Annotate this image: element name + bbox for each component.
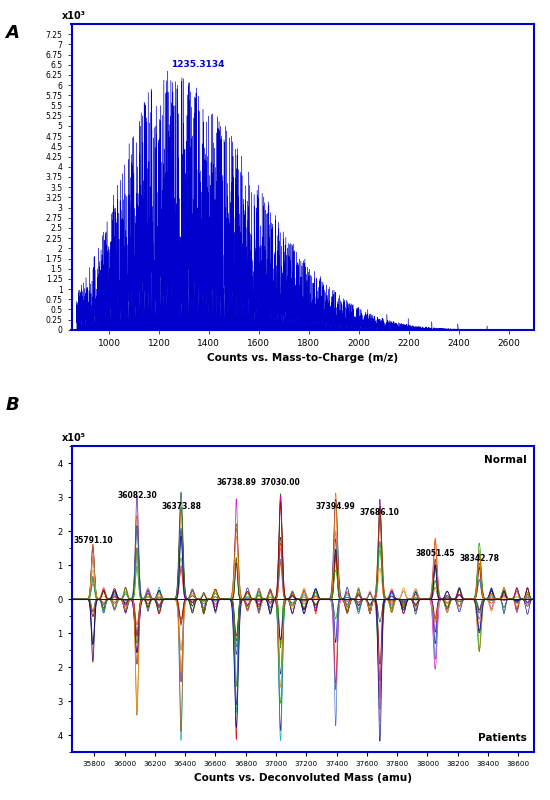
- Text: 36373.88: 36373.88: [161, 502, 201, 510]
- Text: Normal: Normal: [484, 455, 526, 466]
- Text: 37394.99: 37394.99: [316, 502, 356, 510]
- X-axis label: Counts vs. Deconvoluted Mass (amu): Counts vs. Deconvoluted Mass (amu): [194, 773, 411, 782]
- Text: 38342.78: 38342.78: [459, 554, 499, 563]
- Text: A: A: [6, 24, 19, 42]
- Text: B: B: [6, 396, 19, 414]
- Text: x10⁵: x10⁵: [62, 433, 86, 443]
- Text: 35791.10: 35791.10: [73, 536, 113, 545]
- Text: 36738.89: 36738.89: [217, 478, 256, 487]
- Text: x10³: x10³: [62, 11, 86, 21]
- Text: Patients: Patients: [478, 733, 526, 743]
- Text: 1235.3134: 1235.3134: [172, 60, 225, 69]
- Text: 37030.00: 37030.00: [261, 478, 300, 487]
- Text: 37686.10: 37686.10: [360, 509, 400, 518]
- Text: 38051.45: 38051.45: [415, 550, 455, 558]
- X-axis label: Counts vs. Mass-to-Charge (m/z): Counts vs. Mass-to-Charge (m/z): [207, 354, 398, 363]
- Text: 36082.30: 36082.30: [117, 491, 157, 501]
